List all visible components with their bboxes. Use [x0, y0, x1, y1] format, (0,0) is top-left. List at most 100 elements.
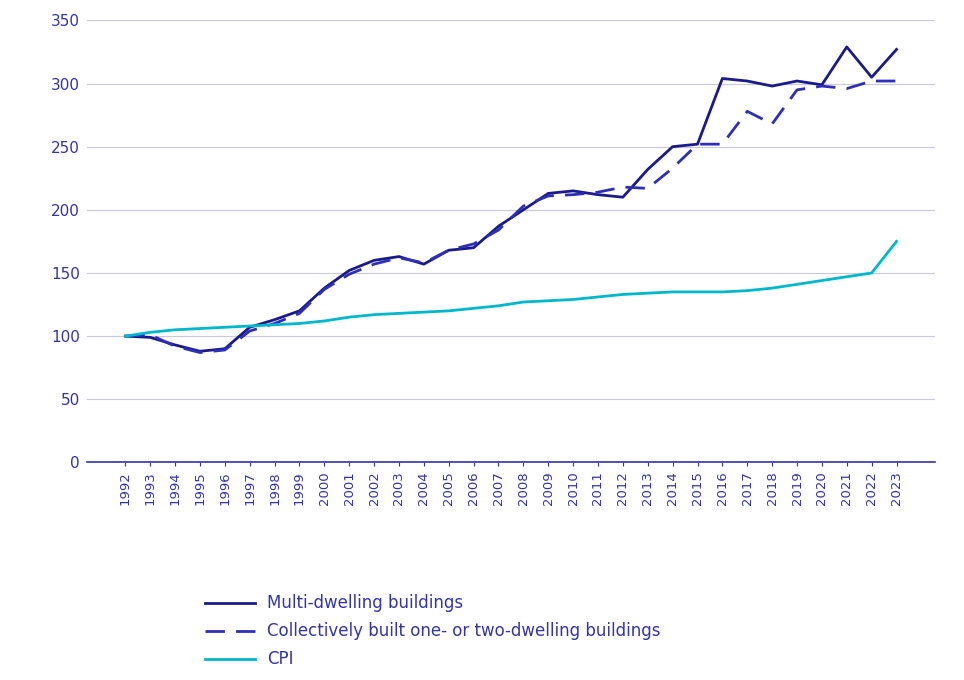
Multi-dwelling buildings [418, 260, 430, 268]
Multi-dwelling buildings [368, 256, 380, 265]
Collectively built one- or two-dwelling buildings [442, 246, 454, 254]
Collectively built one- or two-dwelling buildings [468, 240, 479, 248]
Collectively built one- or two-dwelling buildings [791, 86, 803, 94]
Line: Multi-dwelling buildings: Multi-dwelling buildings [125, 47, 897, 352]
CPI [791, 280, 803, 288]
Collectively built one- or two-dwelling buildings [493, 226, 504, 234]
CPI [269, 321, 281, 329]
Collectively built one- or two-dwelling buildings [617, 183, 629, 191]
Collectively built one- or two-dwelling buildings [294, 309, 306, 318]
Multi-dwelling buildings [592, 190, 603, 199]
CPI [817, 277, 828, 285]
CPI [493, 302, 504, 310]
CPI [891, 237, 902, 245]
CPI [468, 304, 479, 312]
CPI [592, 293, 603, 301]
CPI [120, 332, 131, 340]
Multi-dwelling buildings [617, 193, 629, 201]
CPI [442, 307, 454, 315]
Multi-dwelling buildings [244, 323, 255, 331]
CPI [318, 317, 330, 325]
Collectively built one- or two-dwelling buildings [120, 332, 131, 340]
CPI [568, 295, 579, 303]
Collectively built one- or two-dwelling buildings [244, 327, 255, 335]
Multi-dwelling buildings [866, 73, 877, 82]
Multi-dwelling buildings [294, 307, 306, 315]
Collectively built one- or two-dwelling buildings [269, 320, 281, 328]
CPI [642, 289, 654, 297]
Multi-dwelling buildings [791, 77, 803, 85]
Collectively built one- or two-dwelling buildings [667, 164, 679, 172]
CPI [741, 286, 753, 294]
Multi-dwelling buildings [468, 243, 479, 252]
CPI [418, 308, 430, 316]
Multi-dwelling buildings [667, 143, 679, 151]
CPI [766, 284, 778, 292]
CPI [667, 288, 679, 296]
Collectively built one- or two-dwelling buildings [318, 286, 330, 294]
Multi-dwelling buildings [318, 284, 330, 292]
CPI [219, 323, 230, 331]
Collectively built one- or two-dwelling buildings [568, 190, 579, 199]
Multi-dwelling buildings [343, 267, 355, 275]
Multi-dwelling buildings [766, 82, 778, 90]
Collectively built one- or two-dwelling buildings [866, 77, 877, 85]
Collectively built one- or two-dwelling buildings [418, 259, 430, 267]
Multi-dwelling buildings [692, 140, 704, 148]
Multi-dwelling buildings [219, 345, 230, 353]
CPI [145, 328, 156, 337]
Collectively built one- or two-dwelling buildings [543, 192, 554, 200]
Multi-dwelling buildings [442, 246, 454, 254]
CPI [194, 324, 205, 333]
CPI [518, 298, 529, 306]
Multi-dwelling buildings [145, 333, 156, 341]
Collectively built one- or two-dwelling buildings [368, 260, 380, 268]
Collectively built one- or two-dwelling buildings [194, 348, 205, 356]
Line: CPI: CPI [125, 241, 897, 336]
Multi-dwelling buildings [518, 206, 529, 214]
Collectively built one- or two-dwelling buildings [592, 188, 603, 197]
Multi-dwelling buildings [194, 347, 205, 356]
CPI [543, 296, 554, 305]
Multi-dwelling buildings [393, 252, 405, 260]
CPI [692, 288, 704, 296]
Collectively built one- or two-dwelling buildings [219, 346, 230, 354]
Collectively built one- or two-dwelling buildings [817, 82, 828, 90]
Collectively built one- or two-dwelling buildings [741, 107, 753, 116]
Collectively built one- or two-dwelling buildings [766, 120, 778, 128]
Multi-dwelling buildings [493, 222, 504, 231]
Collectively built one- or two-dwelling buildings [145, 330, 156, 339]
Collectively built one- or two-dwelling buildings [642, 184, 654, 192]
Multi-dwelling buildings [716, 74, 728, 82]
CPI [617, 290, 629, 299]
CPI [841, 273, 852, 281]
CPI [294, 320, 306, 328]
Collectively built one- or two-dwelling buildings [518, 202, 529, 210]
Multi-dwelling buildings [170, 341, 181, 349]
Multi-dwelling buildings [120, 332, 131, 340]
Collectively built one- or two-dwelling buildings [891, 77, 902, 85]
CPI [170, 326, 181, 334]
CPI [393, 309, 405, 318]
CPI [368, 311, 380, 319]
Legend: Multi-dwelling buildings, Collectively built one- or two-dwelling buildings, CPI: Multi-dwelling buildings, Collectively b… [205, 594, 660, 668]
Multi-dwelling buildings [269, 316, 281, 324]
Multi-dwelling buildings [817, 81, 828, 89]
Multi-dwelling buildings [741, 77, 753, 85]
Multi-dwelling buildings [891, 46, 902, 54]
Collectively built one- or two-dwelling buildings [170, 342, 181, 350]
Multi-dwelling buildings [642, 165, 654, 173]
Multi-dwelling buildings [568, 187, 579, 195]
CPI [244, 322, 255, 330]
Multi-dwelling buildings [841, 43, 852, 51]
CPI [716, 288, 728, 296]
CPI [866, 269, 877, 277]
Collectively built one- or two-dwelling buildings [692, 140, 704, 148]
Collectively built one- or two-dwelling buildings [716, 140, 728, 148]
Collectively built one- or two-dwelling buildings [343, 270, 355, 278]
Collectively built one- or two-dwelling buildings [393, 254, 405, 262]
Line: Collectively built one- or two-dwelling buildings: Collectively built one- or two-dwelling … [125, 81, 897, 352]
Collectively built one- or two-dwelling buildings [841, 84, 852, 92]
Multi-dwelling buildings [543, 189, 554, 197]
CPI [343, 313, 355, 321]
